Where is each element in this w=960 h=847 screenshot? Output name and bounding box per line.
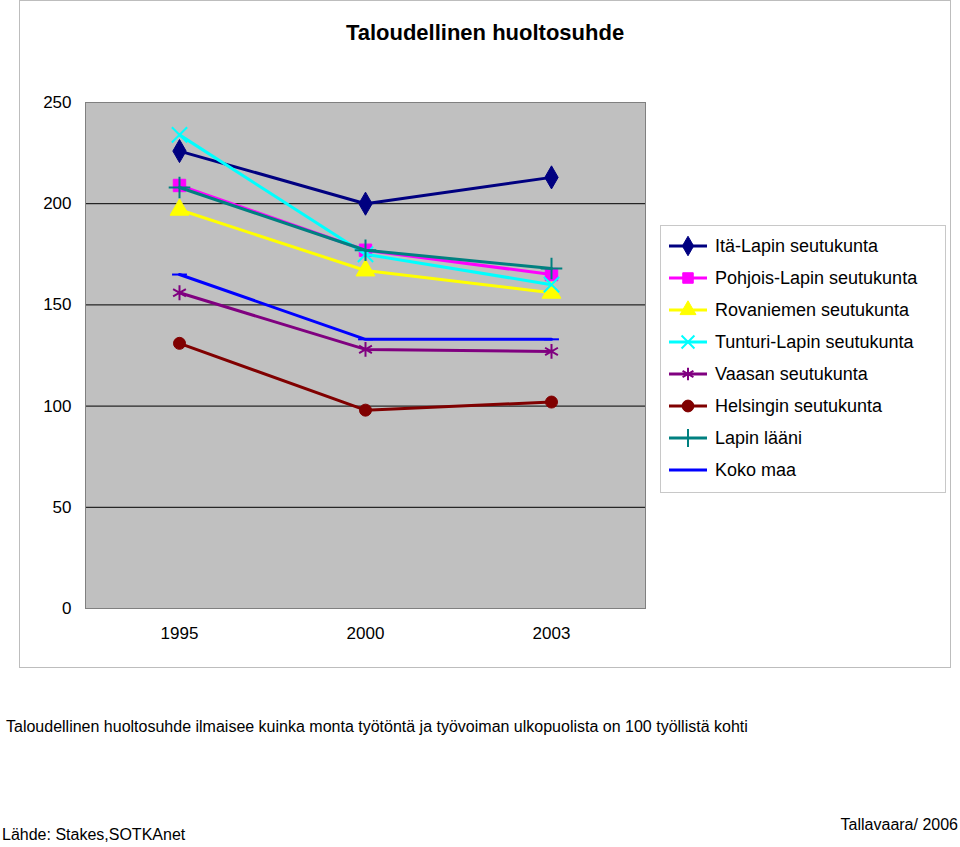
html-text:Pohjois-Lapin seutukunta: Pohjois-Lapin seutukunta [715,267,918,288]
svg-text:2000: 2000 [347,624,385,643]
html-text:Lähde: Stakes,SOTKAnet: Lähde: Stakes,SOTKAnet [2,826,186,843]
html-text:Tunturi-Lapin seutukunta: Tunturi-Lapin seutukunta [715,331,914,352]
svg-text:250: 250 [43,93,71,112]
html-text:Koko maa: Koko maa [715,459,796,480]
html-text:Tallavaara/ 2006: Tallavaara/ 2006 [840,816,958,833]
svg-text:200: 200 [43,194,71,213]
html-text:Rovaniemen seutukunta: Rovaniemen seutukunta [715,299,910,320]
svg-text:150: 150 [43,295,71,314]
svg-text:1995: 1995 [161,624,199,643]
svg-text:100: 100 [43,397,71,416]
html-text:Helsingin seutukunta: Helsingin seutukunta [715,395,883,416]
html-text:Taloudellinen huoltosuhde: Taloudellinen huoltosuhde [345,20,625,45]
html-text:Vaasan seutukunta: Vaasan seutukunta [715,363,868,384]
svg-text:0: 0 [62,599,71,618]
html-text:Itä-Lapin seutukunta: Itä-Lapin seutukunta [715,235,879,256]
svg-text:50: 50 [53,498,72,517]
html-text:Taloudellinen huoltosuhde ilma: Taloudellinen huoltosuhde ilmaisee kuink… [6,718,748,735]
html-text:Lapin lääni: Lapin lääni [715,427,803,448]
svg-text:2003: 2003 [533,624,571,643]
